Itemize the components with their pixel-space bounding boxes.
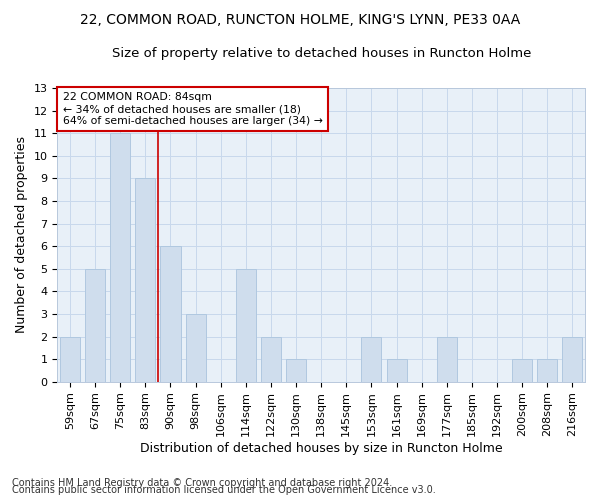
Text: Contains public sector information licensed under the Open Government Licence v3: Contains public sector information licen… xyxy=(12,485,436,495)
Bar xyxy=(286,359,306,382)
Bar xyxy=(185,314,206,382)
Bar xyxy=(135,178,155,382)
Bar xyxy=(85,269,105,382)
Bar xyxy=(110,133,130,382)
X-axis label: Distribution of detached houses by size in Runcton Holme: Distribution of detached houses by size … xyxy=(140,442,503,455)
Bar xyxy=(437,336,457,382)
Bar xyxy=(562,336,583,382)
Y-axis label: Number of detached properties: Number of detached properties xyxy=(15,136,28,334)
Bar xyxy=(386,359,407,382)
Text: Contains HM Land Registry data © Crown copyright and database right 2024.: Contains HM Land Registry data © Crown c… xyxy=(12,478,392,488)
Bar xyxy=(537,359,557,382)
Bar xyxy=(160,246,181,382)
Bar xyxy=(512,359,532,382)
Text: 22, COMMON ROAD, RUNCTON HOLME, KING'S LYNN, PE33 0AA: 22, COMMON ROAD, RUNCTON HOLME, KING'S L… xyxy=(80,12,520,26)
Title: Size of property relative to detached houses in Runcton Holme: Size of property relative to detached ho… xyxy=(112,48,531,60)
Text: 22 COMMON ROAD: 84sqm
← 34% of detached houses are smaller (18)
64% of semi-deta: 22 COMMON ROAD: 84sqm ← 34% of detached … xyxy=(62,92,323,126)
Bar xyxy=(361,336,382,382)
Bar xyxy=(236,269,256,382)
Bar xyxy=(60,336,80,382)
Bar xyxy=(261,336,281,382)
